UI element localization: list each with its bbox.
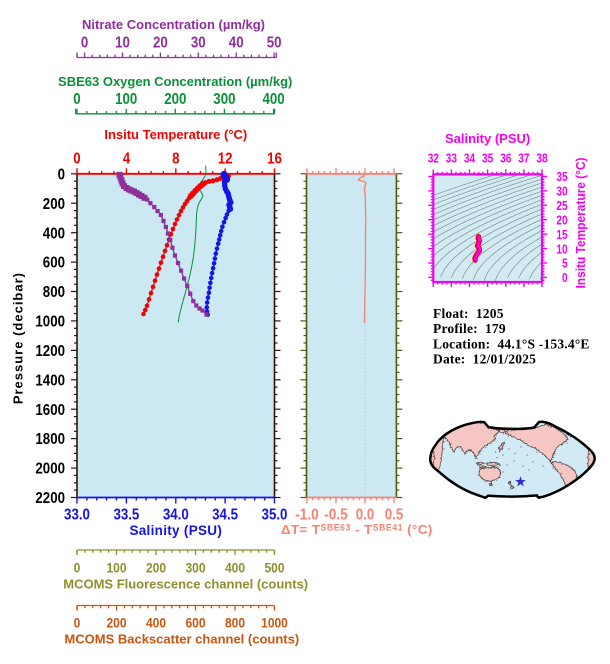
svg-text:33: 33 bbox=[446, 150, 457, 165]
svg-text:2200: 2200 bbox=[35, 490, 65, 507]
svg-text:100: 100 bbox=[106, 560, 126, 576]
svg-text:300: 300 bbox=[185, 560, 205, 576]
svg-text:0: 0 bbox=[81, 35, 88, 52]
svg-text:Nitrate Concentration (µm/kg): Nitrate Concentration (µm/kg) bbox=[82, 17, 265, 32]
svg-text:-1.0: -1.0 bbox=[295, 506, 319, 523]
svg-text:0: 0 bbox=[73, 151, 80, 168]
svg-text:2000: 2000 bbox=[35, 461, 65, 478]
svg-text:12: 12 bbox=[218, 151, 233, 168]
svg-text:SBE63 Oxygen Concentration (µm: SBE63 Oxygen Concentration (µm/kg) bbox=[58, 74, 292, 89]
svg-text:400: 400 bbox=[263, 91, 285, 108]
svg-text:20: 20 bbox=[153, 35, 168, 52]
svg-text:400: 400 bbox=[146, 615, 166, 631]
svg-text:15: 15 bbox=[556, 227, 567, 242]
svg-text:35: 35 bbox=[482, 150, 493, 165]
svg-text:10: 10 bbox=[115, 35, 130, 52]
svg-text:200: 200 bbox=[106, 615, 126, 631]
svg-text:800: 800 bbox=[43, 284, 65, 301]
svg-text:0.5: 0.5 bbox=[385, 506, 404, 523]
svg-text:200: 200 bbox=[164, 91, 186, 108]
svg-text:1600: 1600 bbox=[35, 402, 65, 419]
svg-text:800: 800 bbox=[225, 615, 245, 631]
svg-text:200: 200 bbox=[146, 560, 166, 576]
svg-text:Date: 12/01/2025: Date: 12/01/2025 bbox=[433, 352, 536, 367]
svg-text:30: 30 bbox=[556, 184, 567, 199]
svg-text:0: 0 bbox=[562, 270, 568, 285]
svg-text:Insitu Temperature (°C): Insitu Temperature (°C) bbox=[104, 127, 247, 142]
svg-text:33.5: 33.5 bbox=[113, 507, 139, 524]
svg-text:36: 36 bbox=[500, 150, 511, 165]
svg-text:-0.5: -0.5 bbox=[324, 506, 348, 523]
svg-text:MCOMS Fluorescence channel (co: MCOMS Fluorescence channel (counts) bbox=[63, 577, 308, 592]
svg-text:34.5: 34.5 bbox=[212, 507, 238, 524]
svg-text:1400: 1400 bbox=[35, 372, 65, 389]
svg-text:1000: 1000 bbox=[261, 615, 288, 631]
svg-text:Location: 44.1°S -153.4°E: Location: 44.1°S -153.4°E bbox=[433, 336, 590, 351]
svg-text:25: 25 bbox=[556, 198, 567, 213]
svg-text:35.0: 35.0 bbox=[262, 507, 288, 524]
svg-text:Float: 1205: Float: 1205 bbox=[433, 306, 504, 321]
svg-text:0: 0 bbox=[73, 91, 80, 108]
svg-text:5: 5 bbox=[562, 256, 568, 271]
svg-text:300: 300 bbox=[213, 91, 235, 108]
svg-text:1200: 1200 bbox=[35, 343, 65, 360]
svg-text:600: 600 bbox=[185, 615, 205, 631]
svg-text:0: 0 bbox=[74, 560, 81, 576]
svg-text:32: 32 bbox=[428, 150, 439, 165]
svg-text:500: 500 bbox=[264, 560, 284, 576]
svg-text:ΔT= TSBE63 - TSBE41 (°C): ΔT= TSBE63 - TSBE41 (°C) bbox=[281, 522, 433, 537]
svg-text:34.0: 34.0 bbox=[163, 507, 189, 524]
svg-text:30: 30 bbox=[191, 35, 206, 52]
svg-text:0: 0 bbox=[58, 166, 65, 183]
svg-text:400: 400 bbox=[43, 225, 65, 242]
svg-text:1000: 1000 bbox=[35, 314, 65, 331]
svg-text:34: 34 bbox=[464, 150, 476, 165]
svg-text:200: 200 bbox=[43, 196, 65, 213]
svg-text:16: 16 bbox=[267, 151, 282, 168]
svg-text:37: 37 bbox=[518, 150, 529, 165]
svg-text:400: 400 bbox=[225, 560, 245, 576]
svg-text:100: 100 bbox=[115, 91, 137, 108]
svg-text:Insitu Temperature (°C): Insitu Temperature (°C) bbox=[573, 158, 588, 289]
svg-text:0.0: 0.0 bbox=[356, 506, 375, 523]
svg-text:40: 40 bbox=[229, 35, 244, 52]
svg-text:Pressure (decibar): Pressure (decibar) bbox=[11, 272, 26, 404]
svg-text:Salinity (PSU): Salinity (PSU) bbox=[129, 523, 222, 538]
svg-text:Salinity (PSU): Salinity (PSU) bbox=[445, 131, 530, 146]
svg-text:10: 10 bbox=[556, 241, 567, 256]
svg-text:1800: 1800 bbox=[35, 431, 65, 448]
svg-text:MCOMS Backscatter channel (cou: MCOMS Backscatter channel (counts) bbox=[64, 632, 299, 647]
svg-text:38: 38 bbox=[536, 150, 547, 165]
svg-text:8: 8 bbox=[172, 151, 180, 168]
svg-text:4: 4 bbox=[123, 151, 131, 168]
svg-text:50: 50 bbox=[267, 35, 282, 52]
svg-text:33.0: 33.0 bbox=[64, 507, 90, 524]
svg-text:35: 35 bbox=[556, 169, 567, 184]
svg-text:600: 600 bbox=[43, 255, 65, 272]
svg-text:Profile: 179: Profile: 179 bbox=[433, 321, 506, 336]
svg-text:0: 0 bbox=[74, 615, 81, 631]
svg-text:20: 20 bbox=[556, 212, 567, 227]
